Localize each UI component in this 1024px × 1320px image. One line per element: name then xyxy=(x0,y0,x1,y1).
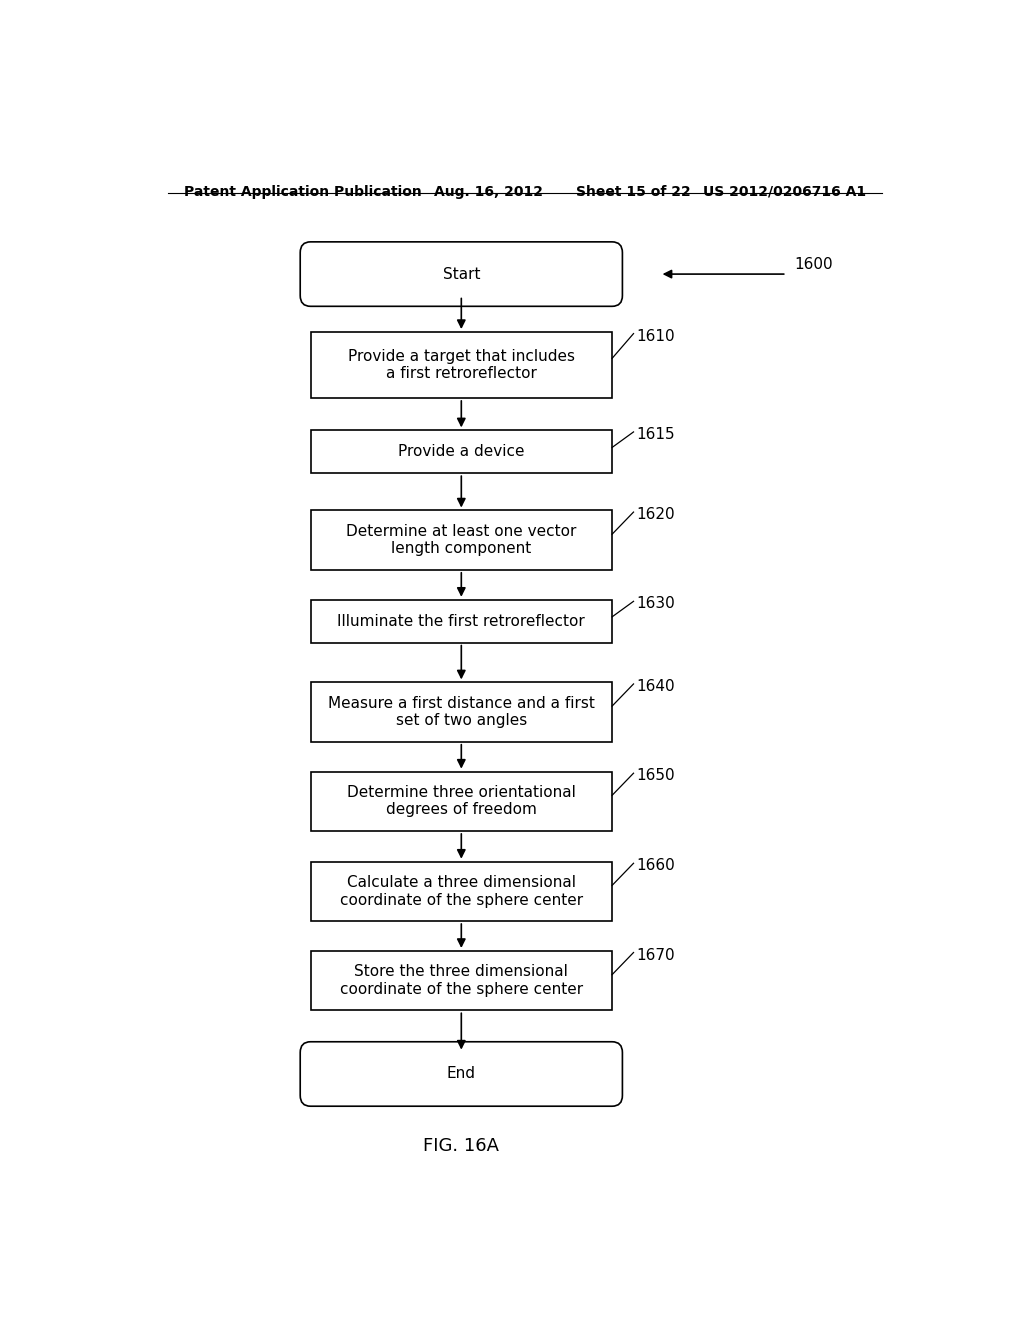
Text: 1630: 1630 xyxy=(636,597,675,611)
FancyBboxPatch shape xyxy=(300,242,623,306)
Bar xyxy=(310,511,612,570)
Text: 1640: 1640 xyxy=(636,678,675,694)
Bar xyxy=(310,331,612,399)
Text: 1600: 1600 xyxy=(795,256,834,272)
Text: Measure a first distance and a first
set of two angles: Measure a first distance and a first set… xyxy=(328,696,595,729)
Text: Start: Start xyxy=(442,267,480,281)
Text: Provide a device: Provide a device xyxy=(398,445,524,459)
Text: Illuminate the first retroreflector: Illuminate the first retroreflector xyxy=(338,614,585,628)
Bar xyxy=(310,599,612,643)
Bar xyxy=(310,430,612,474)
Text: 1660: 1660 xyxy=(636,858,675,874)
Text: 1670: 1670 xyxy=(636,948,675,962)
Bar xyxy=(310,862,612,921)
Text: Determine at least one vector
length component: Determine at least one vector length com… xyxy=(346,524,577,556)
Bar xyxy=(310,682,612,742)
FancyBboxPatch shape xyxy=(300,1041,623,1106)
Bar xyxy=(310,950,612,1010)
Text: Sheet 15 of 22: Sheet 15 of 22 xyxy=(577,185,691,199)
Text: Patent Application Publication: Patent Application Publication xyxy=(183,185,421,199)
Bar xyxy=(310,772,612,832)
Text: Provide a target that includes
a first retroreflector: Provide a target that includes a first r… xyxy=(348,348,574,381)
Text: Aug. 16, 2012: Aug. 16, 2012 xyxy=(433,185,543,199)
Text: US 2012/0206716 A1: US 2012/0206716 A1 xyxy=(703,185,866,199)
Text: 1620: 1620 xyxy=(636,507,675,523)
Text: Determine three orientational
degrees of freedom: Determine three orientational degrees of… xyxy=(347,785,575,817)
Text: 1610: 1610 xyxy=(636,329,675,343)
Text: Calculate a three dimensional
coordinate of the sphere center: Calculate a three dimensional coordinate… xyxy=(340,875,583,908)
Text: Store the three dimensional
coordinate of the sphere center: Store the three dimensional coordinate o… xyxy=(340,965,583,997)
Text: FIG. 16A: FIG. 16A xyxy=(423,1137,500,1155)
Text: 1650: 1650 xyxy=(636,768,675,783)
Text: End: End xyxy=(446,1067,476,1081)
Text: 1615: 1615 xyxy=(636,426,675,442)
